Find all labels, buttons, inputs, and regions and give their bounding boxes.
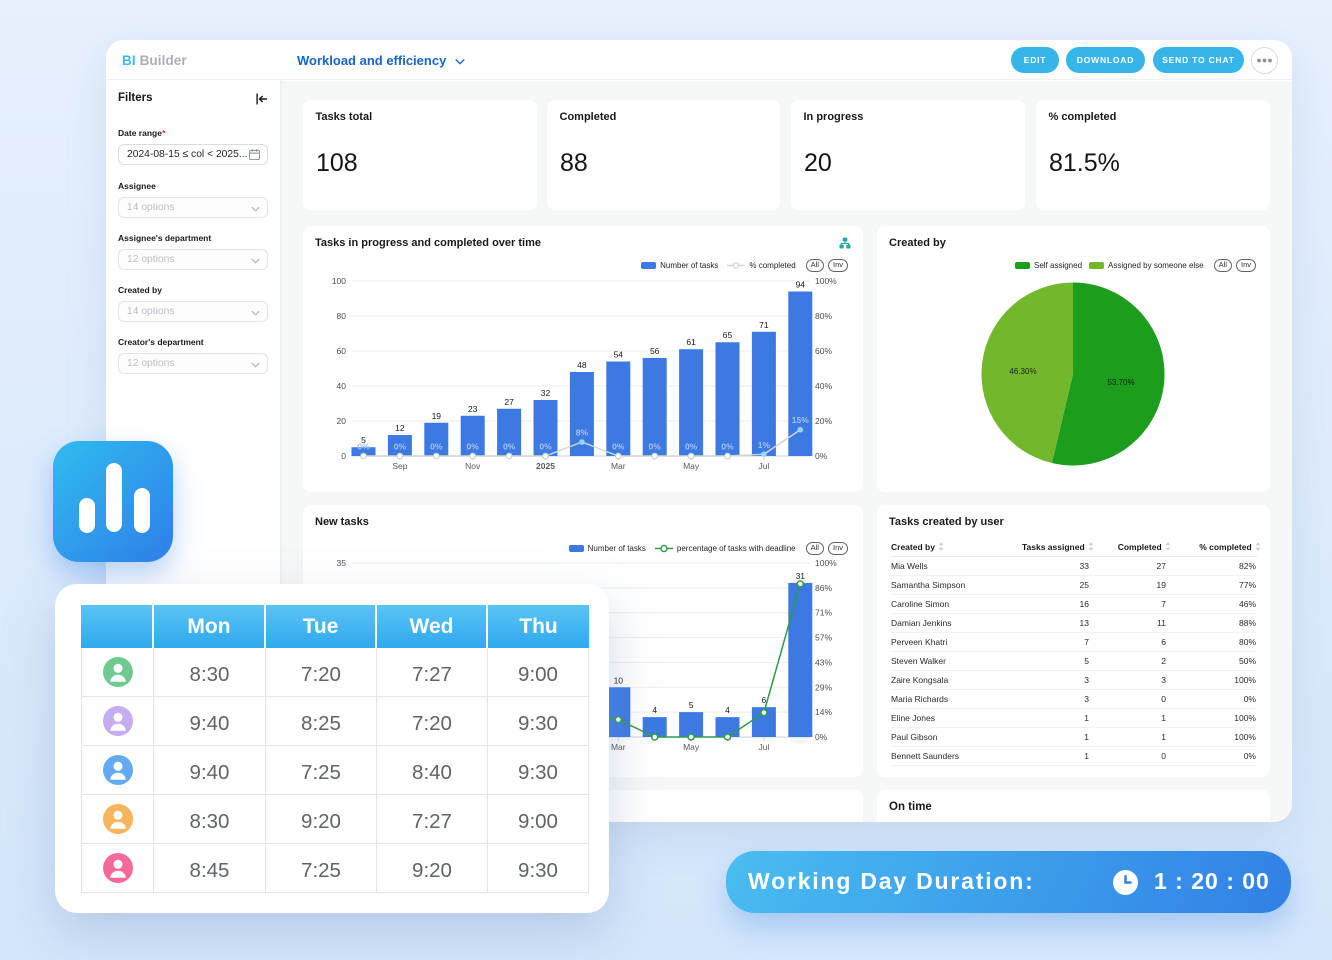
svg-text:May: May xyxy=(683,461,700,471)
svg-text:6: 6 xyxy=(762,695,767,705)
svg-text:43%: 43% xyxy=(815,657,832,667)
svg-text:20: 20 xyxy=(337,416,347,426)
svg-text:71%: 71% xyxy=(815,608,832,618)
svg-text:60: 60 xyxy=(337,346,347,356)
svg-text:27: 27 xyxy=(504,397,514,407)
svg-text:32: 32 xyxy=(541,388,551,398)
svg-text:Jul: Jul xyxy=(758,742,769,752)
svg-text:Mar: Mar xyxy=(611,461,626,471)
svg-text:0%: 0% xyxy=(467,442,480,452)
svg-text:14%: 14% xyxy=(815,707,832,717)
svg-text:100%: 100% xyxy=(815,558,837,568)
svg-text:54: 54 xyxy=(614,350,624,360)
svg-text:100%: 100% xyxy=(815,276,837,286)
svg-text:71: 71 xyxy=(759,320,769,330)
svg-text:29%: 29% xyxy=(815,682,832,692)
svg-text:61: 61 xyxy=(686,337,696,347)
svg-text:0%: 0% xyxy=(815,732,828,742)
svg-text:40%: 40% xyxy=(815,381,832,391)
svg-text:0%: 0% xyxy=(394,442,407,452)
svg-text:40: 40 xyxy=(337,381,347,391)
svg-text:20%: 20% xyxy=(815,416,832,426)
svg-text:53.70%: 53.70% xyxy=(1107,378,1134,387)
svg-text:60%: 60% xyxy=(815,346,832,356)
svg-text:2025: 2025 xyxy=(536,461,555,471)
svg-text:31: 31 xyxy=(796,571,806,581)
svg-text:0%: 0% xyxy=(503,442,516,452)
svg-text:8%: 8% xyxy=(576,428,589,438)
svg-text:Nov: Nov xyxy=(465,461,481,471)
svg-text:15%: 15% xyxy=(792,415,809,425)
svg-text:23: 23 xyxy=(468,404,478,414)
svg-text:19: 19 xyxy=(432,411,442,421)
svg-text:86%: 86% xyxy=(815,583,832,593)
svg-text:Mar: Mar xyxy=(611,742,626,752)
svg-text:80%: 80% xyxy=(815,311,832,321)
svg-text:100: 100 xyxy=(332,276,346,286)
svg-text:0%: 0% xyxy=(815,451,828,461)
svg-text:0%: 0% xyxy=(612,442,625,452)
svg-text:0: 0 xyxy=(341,451,346,461)
svg-text:0%: 0% xyxy=(649,442,662,452)
svg-text:5: 5 xyxy=(689,700,694,710)
svg-text:5: 5 xyxy=(361,435,366,445)
svg-text:Sep: Sep xyxy=(392,461,407,471)
svg-text:4: 4 xyxy=(725,705,730,715)
svg-text:0%: 0% xyxy=(430,442,443,452)
svg-text:46.30%: 46.30% xyxy=(1009,367,1036,376)
svg-text:80: 80 xyxy=(337,311,347,321)
svg-text:0%: 0% xyxy=(357,442,370,452)
svg-text:4: 4 xyxy=(652,705,657,715)
svg-text:10: 10 xyxy=(614,675,624,685)
svg-text:Jul: Jul xyxy=(758,461,769,471)
svg-text:94: 94 xyxy=(796,280,806,290)
svg-text:May: May xyxy=(683,742,700,752)
svg-text:48: 48 xyxy=(577,360,587,370)
svg-text:57%: 57% xyxy=(815,633,832,643)
svg-text:0%: 0% xyxy=(721,442,734,452)
svg-text:0%: 0% xyxy=(539,442,552,452)
svg-text:56: 56 xyxy=(650,346,660,356)
svg-text:1%: 1% xyxy=(758,440,771,450)
svg-text:12: 12 xyxy=(395,423,405,433)
svg-text:65: 65 xyxy=(723,330,733,340)
svg-text:0%: 0% xyxy=(685,442,698,452)
svg-text:35: 35 xyxy=(337,558,347,568)
